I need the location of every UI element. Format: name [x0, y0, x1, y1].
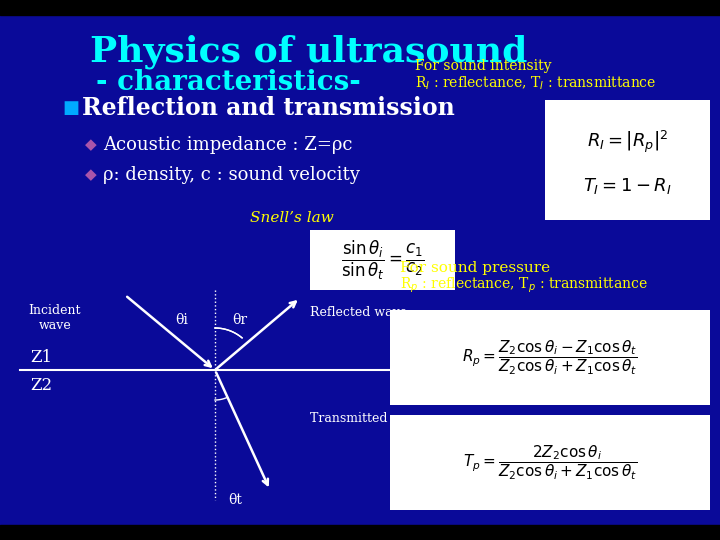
Text: Z2: Z2 — [30, 376, 52, 394]
Text: $R_I = \left|R_p\right|^2$: $R_I = \left|R_p\right|^2$ — [587, 129, 668, 155]
Bar — [390, 415, 710, 510]
Text: $R_p = \dfrac{Z_2\cos\theta_i - Z_1\cos\theta_t}{Z_2\cos\theta_i + Z_1\cos\theta: $R_p = \dfrac{Z_2\cos\theta_i - Z_1\cos\… — [462, 339, 638, 376]
Text: ◆: ◆ — [85, 138, 96, 152]
Text: ■: ■ — [62, 99, 79, 117]
Text: θr: θr — [232, 313, 247, 327]
Bar — [0, 0, 720, 15]
Text: R$_p$ : reflectance, T$_p$ : transmittance: R$_p$ : reflectance, T$_p$ : transmittan… — [400, 275, 648, 295]
Text: θi: θi — [175, 313, 188, 327]
Bar — [390, 310, 710, 405]
Bar — [0, 525, 720, 540]
Text: Reflection and transmission: Reflection and transmission — [82, 96, 455, 120]
Text: ◆: ◆ — [85, 167, 96, 183]
Text: θt: θt — [228, 493, 242, 507]
Text: Z1: Z1 — [30, 348, 52, 366]
Text: - characteristics-: - characteristics- — [96, 69, 361, 96]
Text: ρ: density, c : sound velocity: ρ: density, c : sound velocity — [103, 166, 360, 184]
Bar — [310, 230, 455, 290]
Text: $T_p = \dfrac{2Z_2\cos\theta_i}{Z_2\cos\theta_i + Z_1\cos\theta_t}$: $T_p = \dfrac{2Z_2\cos\theta_i}{Z_2\cos\… — [463, 443, 637, 482]
Text: Acoustic impedance : Z=ρc: Acoustic impedance : Z=ρc — [103, 136, 353, 154]
Text: Physics of ultrasound: Physics of ultrasound — [90, 35, 527, 69]
Text: For sound intensity: For sound intensity — [415, 59, 552, 73]
Text: Reflected wave: Reflected wave — [310, 306, 407, 319]
Text: For sound pressure: For sound pressure — [400, 261, 550, 275]
Text: R$_I$ : reflectance, T$_I$ : transmittance: R$_I$ : reflectance, T$_I$ : transmittan… — [415, 75, 657, 92]
Text: Incident
wave: Incident wave — [29, 304, 81, 332]
Text: Snell’s law: Snell’s law — [250, 211, 334, 225]
Text: $\dfrac{\sin\theta_i}{\sin\theta_t} = \dfrac{c_1}{c_2}$: $\dfrac{\sin\theta_i}{\sin\theta_t} = \d… — [341, 238, 424, 281]
Bar — [545, 100, 710, 220]
Text: Transmitted wave: Transmitted wave — [310, 411, 424, 424]
Text: $T_I = 1 - R_I$: $T_I = 1 - R_I$ — [583, 177, 672, 197]
